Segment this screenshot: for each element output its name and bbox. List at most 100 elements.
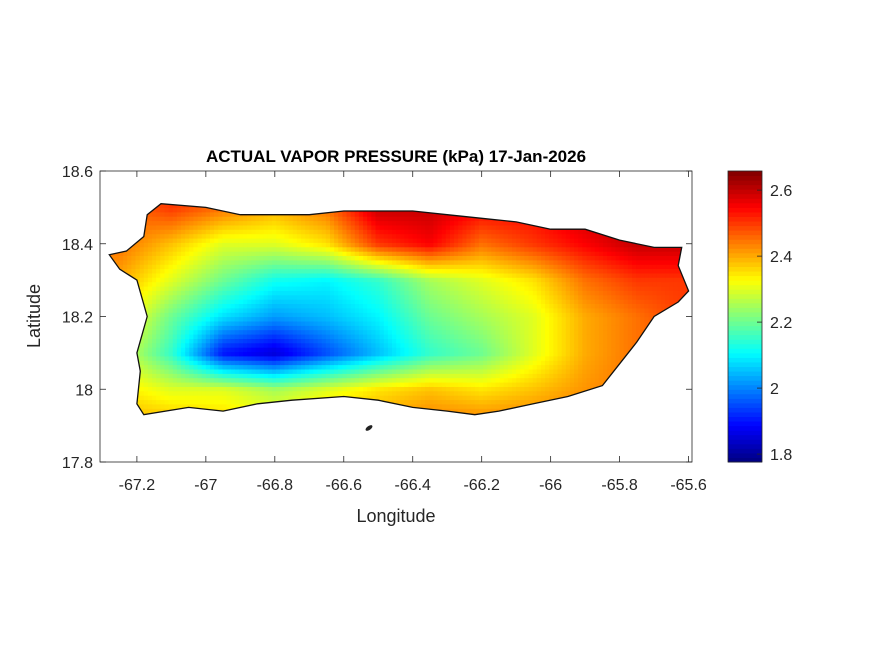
heatmap-cell [437, 290, 443, 296]
heatmap-cell [255, 224, 261, 230]
heatmap-cell [210, 290, 215, 296]
heatmap-cell [288, 272, 294, 278]
heatmap-cell [230, 403, 236, 409]
heatmap-cell [222, 242, 228, 248]
heatmap-cell [363, 299, 368, 304]
heatmap-cell [346, 368, 352, 374]
heatmap-cell [205, 281, 211, 287]
heatmap-cell [251, 338, 257, 344]
heatmap-cell [478, 294, 484, 300]
heatmap-cell [172, 403, 178, 409]
heatmap-cell [392, 242, 397, 248]
heatmap-cell [317, 312, 323, 318]
heatmap-cell [263, 272, 269, 278]
heatmap-cell [363, 334, 368, 339]
heatmap-cell [272, 255, 277, 261]
heatmap-cell [425, 220, 430, 226]
heatmap-cell [251, 368, 257, 374]
heatmap-cell [330, 390, 335, 396]
heatmap-cell [309, 382, 314, 387]
heatmap-cell [280, 355, 285, 361]
heatmap-cell [181, 382, 186, 387]
heatmap-cell [338, 373, 343, 379]
heatmap-cell [259, 299, 265, 304]
heatmap-cell [412, 290, 418, 296]
heatmap-cell [358, 299, 364, 304]
heatmap-cell [238, 281, 244, 287]
heatmap-cell [263, 268, 269, 274]
heatmap-cell [408, 312, 414, 318]
heatmap-cell [210, 294, 215, 300]
heatmap-cell [429, 320, 434, 326]
heatmap-cell [181, 377, 186, 383]
heatmap-cell [238, 264, 244, 270]
heatmap-cell [131, 268, 137, 274]
heatmap-cell [350, 360, 356, 366]
heatmap-cell [301, 216, 306, 222]
heatmap-cell [218, 233, 223, 239]
heatmap-cell [255, 351, 261, 357]
heatmap-cell [193, 290, 199, 296]
heatmap-cell [156, 408, 161, 414]
heatmap-cell [400, 316, 405, 322]
heatmap-cell [421, 399, 426, 405]
heatmap-cell [280, 285, 285, 291]
heatmap-cell [387, 229, 393, 235]
heatmap-cell [441, 294, 447, 300]
heatmap-cell [218, 390, 223, 396]
heatmap-cell [416, 351, 422, 357]
heatmap-cell [205, 325, 211, 331]
heatmap-cell [429, 233, 434, 239]
heatmap-cell [425, 264, 430, 270]
heatmap-cell [284, 355, 290, 361]
heatmap-cell [313, 390, 319, 396]
heatmap-cell [367, 211, 372, 217]
heatmap-cell [321, 307, 327, 313]
heatmap-cell [367, 373, 372, 379]
heatmap-cell [189, 338, 194, 344]
heatmap-cell [350, 312, 356, 318]
heatmap-cell [375, 268, 381, 274]
heatmap-cell [346, 264, 352, 270]
heatmap-cell [483, 220, 488, 226]
heatmap-cell [400, 382, 405, 387]
heatmap-cell [346, 377, 352, 383]
heatmap-cell [267, 386, 273, 392]
heatmap-cell [342, 220, 348, 226]
heatmap-cell [441, 395, 447, 401]
heatmap-cell [433, 211, 439, 217]
heatmap-cell [214, 251, 219, 256]
heatmap-cell [363, 382, 368, 387]
heatmap-cell [383, 386, 389, 392]
heatmap-cell [338, 294, 343, 300]
heatmap-cell [193, 216, 199, 222]
heatmap-cell [230, 264, 236, 270]
heatmap-cell [478, 408, 484, 414]
heatmap-cell [139, 395, 145, 401]
heatmap-cell [396, 224, 401, 230]
heatmap-cell [255, 377, 261, 383]
heatmap-cell [284, 229, 290, 235]
heatmap-cell [421, 246, 426, 252]
heatmap-cell [425, 395, 430, 401]
heatmap-cell [222, 351, 228, 357]
heatmap-cell [238, 307, 244, 313]
heatmap-cell [338, 338, 343, 344]
heatmap-cell [437, 334, 443, 339]
heatmap-cell [367, 395, 372, 401]
heatmap-cell [454, 329, 459, 335]
heatmap-cell [483, 364, 488, 370]
heatmap-cell [354, 281, 360, 287]
heatmap-cell [193, 342, 199, 348]
heatmap-cell [243, 255, 248, 261]
heatmap-cell [367, 303, 372, 309]
heatmap-cell [416, 216, 422, 222]
heatmap-cell [172, 281, 178, 287]
heatmap-cell [284, 246, 290, 252]
heatmap-cell [317, 237, 323, 243]
heatmap-cell [197, 255, 203, 261]
heatmap-cell [147, 237, 153, 243]
heatmap-cell [474, 216, 480, 222]
heatmap-cell [375, 320, 381, 326]
heatmap-cell [218, 355, 223, 361]
